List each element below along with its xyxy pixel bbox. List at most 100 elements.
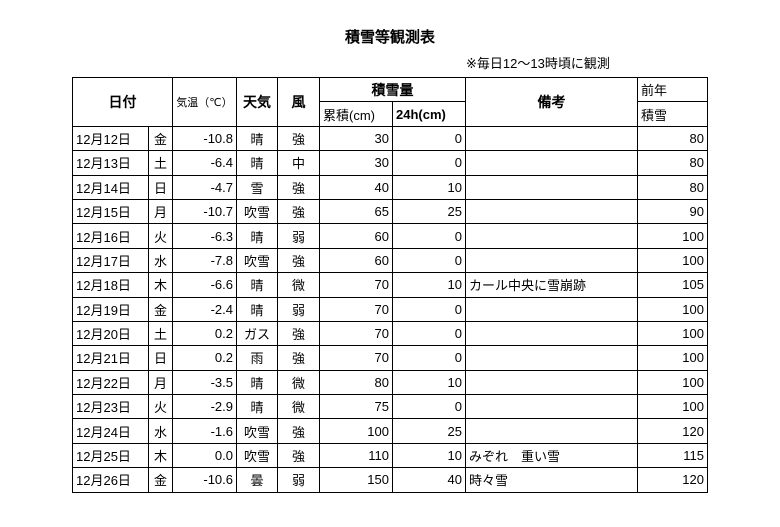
cell-h24: 0 [392, 247, 466, 274]
cell-wind: 弱 [277, 296, 320, 322]
cell-weather: 吹雪 [236, 198, 278, 225]
cell-prev: 100 [637, 369, 708, 396]
snow-observation-table: 日付 気温（℃） 天気 風 積雪量 備考 前年 累積(cm) 24h(cm) 積… [72, 76, 708, 493]
cell-temp: -6.4 [172, 150, 237, 176]
cell-wind: 微 [277, 272, 320, 298]
cell-date: 12月21日 [72, 345, 149, 371]
cell-wind: 強 [277, 442, 320, 469]
cell-weather: 晴 [236, 369, 278, 396]
cell-weather: 雪 [236, 174, 278, 200]
cell-h24: 0 [392, 394, 466, 420]
cell-remarks [465, 369, 638, 396]
cell-cum: 75 [319, 394, 393, 420]
cell-day: 火 [148, 223, 173, 249]
cell-wind: 中 [277, 150, 320, 176]
cell-h24: 10 [392, 442, 466, 469]
cell-date: 12月13日 [72, 150, 149, 176]
cell-weather: ガス [236, 320, 278, 347]
cell-cum: 70 [319, 272, 393, 298]
cell-date: 12月16日 [72, 223, 149, 249]
cell-wind: 微 [277, 394, 320, 420]
cell-remarks [465, 394, 638, 420]
cell-cum: 110 [319, 442, 393, 469]
cell-prev: 100 [637, 394, 708, 420]
cell-temp: -10.7 [172, 198, 237, 225]
cell-day: 日 [148, 174, 173, 200]
cell-prev: 100 [637, 320, 708, 347]
cell-cum: 60 [319, 247, 393, 274]
cell-cum: 40 [319, 174, 393, 200]
cell-temp: -10.8 [172, 125, 237, 152]
cell-day: 月 [148, 369, 173, 396]
cell-h24: 0 [392, 150, 466, 176]
header-weather: 天気 [236, 77, 278, 127]
cell-prev: 120 [637, 418, 708, 444]
table-row: 12月12日金 -10.8 晴強 30 0 80 [72, 125, 708, 152]
cell-wind: 弱 [277, 223, 320, 249]
cell-day: 金 [148, 467, 173, 493]
cell-temp: 0.0 [172, 442, 237, 469]
cell-weather: 晴 [236, 125, 278, 152]
table-row: 12月13日土 -6.4 晴中 30 0 80 [72, 150, 708, 176]
table-row: 12月23日火 -2.9 晴微 75 0 100 [72, 394, 708, 420]
page-title: 積雪等観測表 [344, 29, 435, 46]
cell-date: 12月14日 [72, 174, 149, 200]
cell-prev: 100 [637, 345, 708, 371]
observation-note: ※毎日12～13時頃に観測 [466, 56, 610, 71]
cell-temp: -6.6 [172, 272, 237, 298]
cell-remarks [465, 296, 638, 322]
table-row: 12月24日水 -1.6 吹雪強 100 25 120 [72, 418, 708, 444]
cell-h24: 0 [392, 223, 466, 249]
cell-date: 12月22日 [72, 369, 149, 396]
cell-weather: 晴 [236, 223, 278, 249]
cell-prev: 100 [637, 247, 708, 274]
header-snow: 積雪量 [319, 76, 466, 103]
cell-temp: -10.6 [172, 467, 237, 493]
header-date: 日付 [72, 77, 173, 127]
table-row: 12月18日木 -6.6 晴微 70 10 カール中央に雪崩跡 105 [72, 272, 708, 298]
cell-date: 12月15日 [72, 198, 149, 225]
table-row: 12月26日金 -10.6 曇弱 150 40 時々雪 120 [72, 467, 708, 493]
table-row: 12月16日火 -6.3 晴弱 60 0 100 [72, 223, 708, 249]
cell-cum: 30 [319, 150, 393, 176]
cell-cum: 150 [319, 467, 393, 493]
cell-remarks [465, 125, 638, 152]
cell-weather: 雨 [236, 345, 278, 371]
cell-remarks [465, 320, 638, 347]
cell-temp: -6.3 [172, 223, 237, 249]
header-wind: 風 [277, 77, 320, 127]
cell-temp: -4.7 [172, 174, 237, 200]
table-row: 12月22日月 -3.5 晴微 80 10 100 [72, 369, 708, 396]
cell-remarks: カール中央に雪崩跡 [465, 272, 638, 298]
cell-wind: 強 [277, 174, 320, 200]
cell-cum: 70 [319, 320, 393, 347]
cell-temp: -3.5 [172, 369, 237, 396]
cell-h24: 0 [392, 296, 466, 322]
cell-wind: 強 [277, 418, 320, 444]
header-cumulative: 累積(cm) [319, 101, 393, 127]
cell-h24: 25 [392, 198, 466, 225]
cell-wind: 強 [277, 345, 320, 371]
cell-day: 火 [148, 394, 173, 420]
cell-remarks [465, 247, 638, 274]
cell-remarks [465, 150, 638, 176]
cell-cum: 70 [319, 296, 393, 322]
cell-temp: -7.8 [172, 247, 237, 274]
cell-temp: -2.4 [172, 296, 237, 322]
cell-day: 日 [148, 345, 173, 371]
cell-prev: 105 [637, 272, 708, 298]
cell-date: 12月23日 [72, 394, 149, 420]
cell-h24: 40 [392, 467, 466, 493]
header-prev-2: 積雪 [637, 101, 708, 127]
cell-cum: 70 [319, 345, 393, 371]
cell-date: 12月20日 [72, 320, 149, 347]
cell-remarks [465, 418, 638, 444]
cell-h24: 0 [392, 345, 466, 371]
cell-weather: 晴 [236, 394, 278, 420]
cell-weather: 吹雪 [236, 442, 278, 469]
cell-temp: -2.9 [172, 394, 237, 420]
cell-date: 12月26日 [72, 467, 149, 493]
cell-weather: 曇 [236, 467, 278, 493]
cell-weather: 吹雪 [236, 247, 278, 274]
cell-day: 水 [148, 247, 173, 274]
